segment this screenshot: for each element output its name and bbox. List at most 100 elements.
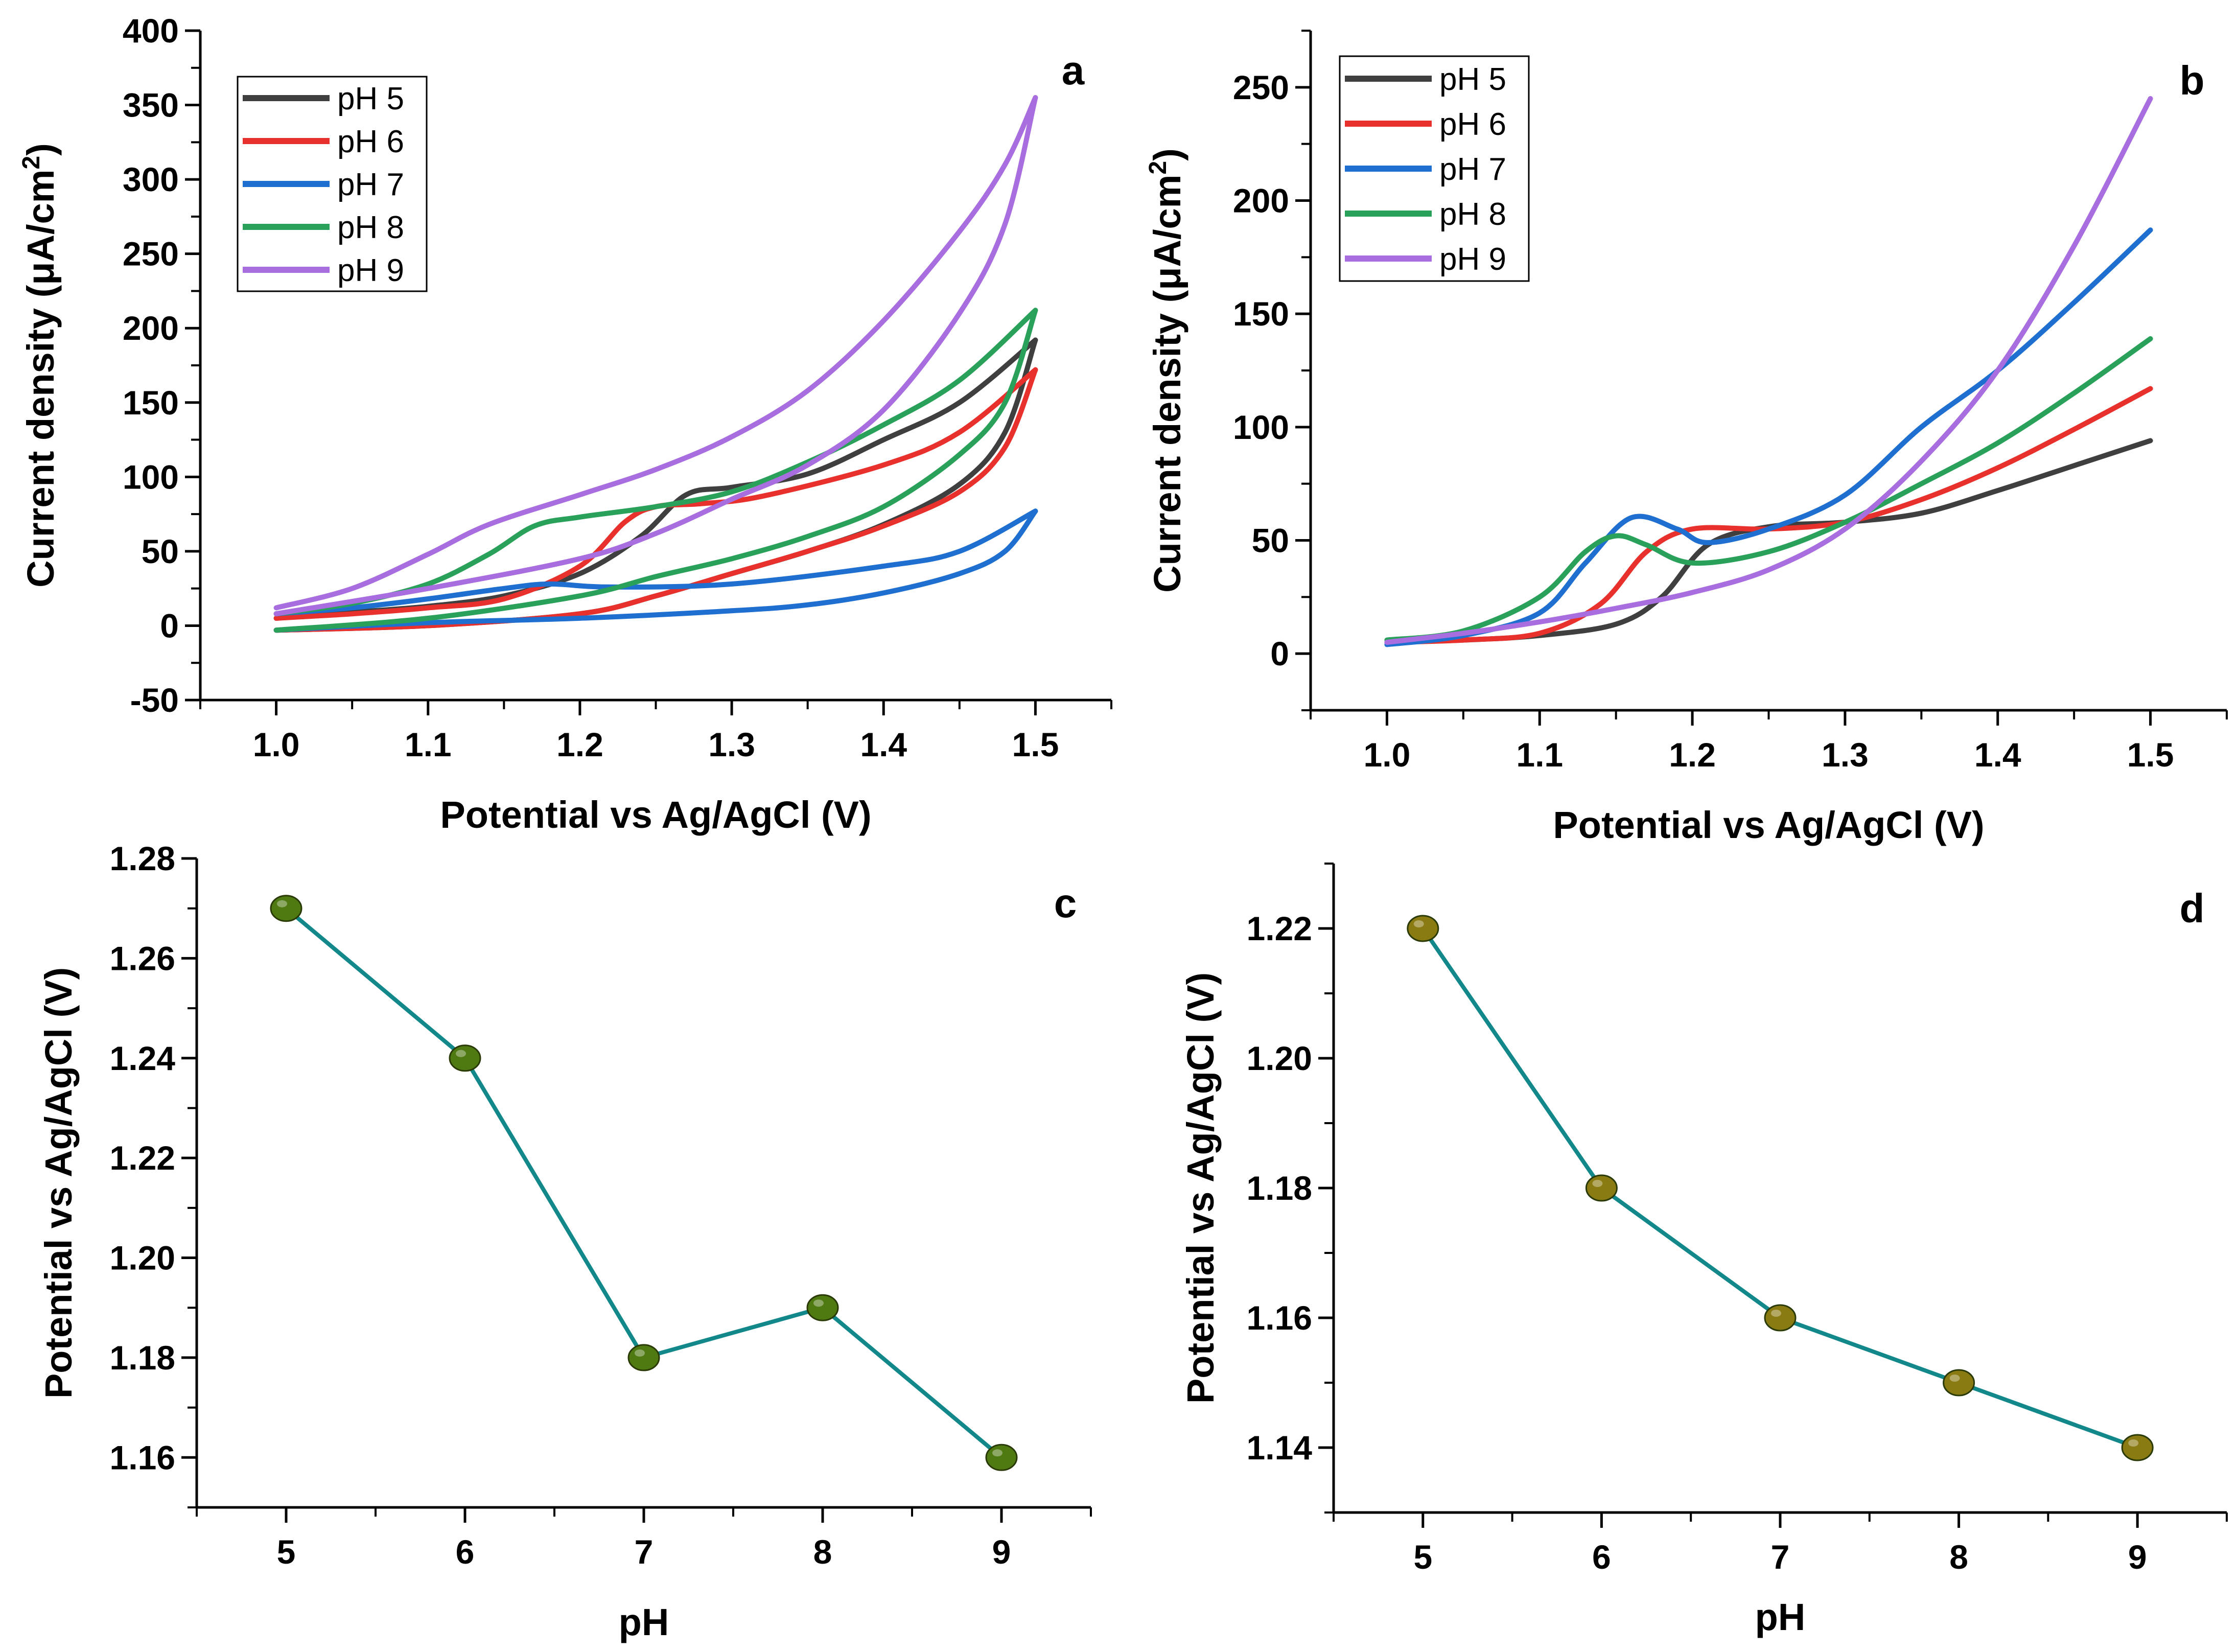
series-line [1384,96,2153,645]
x-axis-title: pH [619,1601,669,1643]
x-tick-label: 8 [1949,1538,1968,1576]
data-point-highlight [2128,1439,2139,1447]
y-axis-title: Potential vs Ag/AgCl (V) [1179,972,1222,1404]
y-tick-label: 1.20 [1247,1039,1312,1077]
data-point-highlight [1771,1310,1781,1317]
series-ph-9 [273,95,1038,617]
y-tick-label: 150 [123,384,179,422]
y-axis-title-superscript: 2 [1145,161,1172,175]
series-line-reverse [273,95,1038,617]
y-axis-title-main: Current density (μA/cm [1146,175,1188,593]
x-tick-label: 1.1 [405,726,452,763]
x-tick-label: 9 [2128,1538,2147,1576]
x-tick-label: 7 [1771,1538,1790,1576]
panel-letter: b [2180,58,2205,103]
y-tick-label: 50 [142,532,179,570]
series-line-forward [273,308,1038,617]
panel-d: 5 6 7 8 9 1.14 1.16 1.18 1.20 1.22 pH Potential vs … [1179,863,2228,1638]
legend-label: pH 8 [1439,197,1506,232]
data-point-highlight [1413,920,1424,927]
y-tick-label: 200 [1233,182,1289,220]
panel-letter: d [2180,886,2205,931]
legend-label: pH 8 [337,210,404,245]
y-tick-label: -50 [130,681,179,719]
series-ph-7 [1384,227,2153,647]
y-tick-label: 1.14 [1247,1429,1313,1467]
series-ph-6 [273,367,1038,633]
series-ph-6 [1384,386,2153,645]
x-tick-label: 7 [635,1533,654,1571]
x-tick-label: 5 [277,1533,296,1571]
y-tick-label: 0 [1270,635,1289,672]
series-line [1384,336,2153,643]
data-point-highlight [456,1050,466,1057]
x-tick-label: 6 [1592,1538,1611,1576]
series-line-reverse [273,508,1038,633]
y-tick-label: 250 [1233,68,1289,106]
legend-label: pH 7 [337,167,404,202]
data-point [1585,1174,1618,1202]
y-tick-label: 1.24 [110,1039,176,1077]
y-axis-title: Potential vs Ag/AgCl (V) [37,967,80,1399]
panel-letter: c [1054,880,1077,926]
y-axis-title-main: Current density (μA/cm [19,170,62,588]
x-tick-label: 1.4 [860,726,907,763]
data-point [1407,915,1439,942]
x-axis-title: pH [1755,1596,1806,1638]
y-tick-label: 100 [123,458,179,496]
legend-label: pH 5 [1439,62,1506,97]
data-point [806,1294,839,1321]
y-tick-label: 1.22 [110,1139,175,1177]
y-tick-label: 300 [123,160,179,198]
legend-label: pH 6 [337,124,404,159]
x-tick-label: 6 [456,1533,475,1571]
y-tick-label: 400 [123,12,179,50]
x-tick-label: 1.5 [2127,736,2174,774]
data-point-highlight [813,1299,824,1307]
x-tick-label: 1.2 [556,726,603,763]
y-tick-label: 1.20 [110,1239,175,1277]
x-tick-label: 1.3 [708,726,755,763]
x-tick-label: 1.0 [1364,736,1411,774]
x-tick-label: 1.1 [1516,736,1563,774]
panel-letter: a [1062,48,1085,93]
legend-label: pH 9 [337,253,404,288]
data-point-highlight [1949,1375,1960,1382]
legend-label: pH 9 [1439,242,1506,277]
series-ph-5 [1384,438,2153,645]
y-tick-label: 50 [1252,522,1289,560]
panel-b: 1.0 1.1 1.2 1.3 1.4 1.5 0 50 100 150 200 250 Potenti… [1145,30,2228,846]
x-tick-label: 5 [1413,1538,1432,1576]
y-tick-label: 1.22 [1247,910,1312,947]
y-tick-label: 1.28 [110,840,175,877]
series-ph-8 [1384,336,2153,643]
y-tick-label: 1.16 [1247,1299,1312,1337]
y-axis-title-superscript: 2 [18,156,45,170]
y-axis-title: Current density (μA/cm2) [1145,148,1188,593]
data-point [985,1444,1018,1471]
data-point-highlight [277,900,287,908]
x-tick-label: 1.4 [1974,736,2021,774]
legend-label: pH 6 [1439,107,1506,142]
y-axis-title-end: ) [19,143,62,156]
y-tick-label: 1.18 [1247,1169,1312,1207]
connecting-line [1421,927,2138,1450]
data-point [270,895,302,922]
x-tick-label: 1.3 [1822,736,1869,774]
series-line-forward [273,95,1038,611]
data-point [1943,1369,1975,1397]
y-axis-title: Current density (μA/cm2) [18,143,62,588]
data-point [627,1344,660,1371]
x-tick-label: 1.0 [253,726,300,763]
series-line-reverse [273,367,1038,633]
y-tick-label: 1.16 [110,1438,175,1476]
x-tick-label: 1.2 [1669,736,1716,774]
x-axis-title: Potential vs Ag/AgCl (V) [440,794,871,836]
y-tick-label: 200 [123,309,179,347]
x-axis-title: Potential vs Ag/AgCl (V) [1553,804,1984,846]
series-ph-8 [273,308,1038,633]
y-tick-label: 250 [123,235,179,273]
series-line [1384,386,2153,645]
series-line [1384,227,2153,647]
